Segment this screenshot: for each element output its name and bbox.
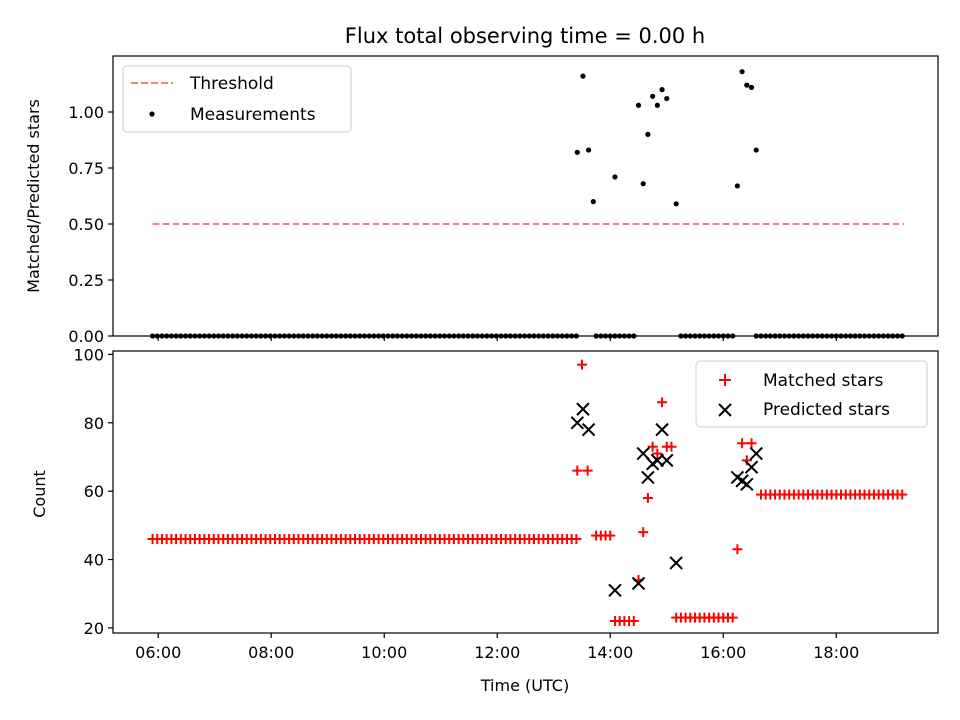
measurement-point bbox=[590, 199, 596, 205]
bottom-y-axis-label: Count bbox=[30, 470, 49, 518]
measurement-point bbox=[612, 174, 618, 180]
predicted-star-point bbox=[650, 453, 665, 468]
measurement-point bbox=[574, 149, 580, 155]
legend-predicted-swatch bbox=[718, 403, 732, 417]
measurement-point bbox=[654, 102, 660, 108]
top-y-tick-label: 1.00 bbox=[68, 103, 104, 122]
x-tick-label: 08:00 bbox=[248, 643, 294, 662]
bottom-axes-frame bbox=[112, 350, 939, 634]
matched-star-point bbox=[582, 465, 593, 476]
predicted-star-point bbox=[740, 477, 754, 492]
x-tick-label: 06:00 bbox=[135, 643, 181, 662]
matched-star-point bbox=[657, 397, 668, 408]
bottom-legend: Matched stars Predicted stars bbox=[695, 360, 928, 428]
predicted-star-point bbox=[581, 422, 596, 437]
x-tick-label: 10:00 bbox=[361, 643, 407, 662]
x-axis-label: Time (UTC) bbox=[480, 676, 569, 695]
predicted-star-point bbox=[655, 422, 669, 437]
legend-matched-label: Matched stars bbox=[763, 371, 883, 391]
measurement-point bbox=[748, 84, 755, 90]
bottom-y-axis: 20 40 60 80 100 bbox=[73, 345, 113, 638]
matched-star-point bbox=[727, 612, 738, 623]
matched-star-point bbox=[638, 527, 649, 538]
matched-star-point bbox=[732, 544, 743, 555]
legend-measurements-swatch bbox=[149, 111, 155, 117]
matched-star-point bbox=[746, 438, 757, 449]
top-y-axis: 0.00 0.25 0.50 0.75 1.00 bbox=[68, 103, 113, 346]
chart-title: Flux total observing time = 0.00 h bbox=[345, 24, 705, 48]
predicted-star-point bbox=[744, 460, 759, 474]
x-tick-label: 12:00 bbox=[474, 643, 520, 662]
bottom-plot-area bbox=[147, 359, 908, 627]
x-tick-label: 14:00 bbox=[587, 643, 633, 662]
matched-star-point bbox=[666, 441, 677, 452]
predicted-star-point bbox=[570, 416, 585, 430]
bottom-y-tick-label: 100 bbox=[73, 345, 104, 364]
top-legend-frame bbox=[122, 65, 352, 133]
predicted-star-point bbox=[749, 446, 763, 461]
bottom-panel: 06:00 08:00 10:00 12:00 14:00 16:00 18:00 20 40… bbox=[30, 345, 939, 695]
bottom-y-tick-label: 60 bbox=[84, 482, 104, 501]
top-y-tick-label: 0.50 bbox=[68, 215, 104, 234]
predicted-star-point bbox=[631, 576, 646, 591]
matched-star-point bbox=[571, 534, 582, 544]
bottom-x-axis: 06:00 08:00 10:00 12:00 14:00 16:00 18:00 bbox=[135, 633, 859, 662]
predicted-star-point bbox=[576, 402, 590, 416]
measurement-point bbox=[635, 102, 642, 108]
matched-star-point bbox=[572, 465, 583, 476]
matched-star-point bbox=[652, 448, 663, 459]
matched-star-point bbox=[605, 530, 616, 541]
x-tick-label: 16:00 bbox=[700, 643, 746, 662]
bottom-y-tick-label: 80 bbox=[84, 414, 104, 433]
top-y-tick-label: 0.00 bbox=[68, 327, 104, 346]
measurement-point bbox=[753, 147, 759, 153]
top-y-axis-label: Matched/Predicted stars bbox=[24, 99, 43, 293]
bottom-y-tick-label: 20 bbox=[84, 619, 104, 638]
measurement-point bbox=[580, 73, 586, 79]
legend-measurements-label: Measurements bbox=[190, 105, 316, 125]
measurement-point bbox=[673, 201, 679, 207]
predicted-star-point bbox=[669, 556, 683, 570]
measurement-point bbox=[645, 131, 651, 137]
top-axes-frame bbox=[112, 55, 939, 337]
matched-star-point bbox=[897, 489, 908, 500]
top-y-tick-label: 0.25 bbox=[68, 271, 104, 290]
matched-star-point bbox=[647, 441, 658, 452]
predicted-star-point bbox=[660, 453, 674, 468]
measurement-point bbox=[659, 87, 665, 93]
measurement-point bbox=[744, 82, 750, 88]
legend-threshold-label: Threshold bbox=[189, 74, 274, 94]
measurement-point bbox=[664, 95, 670, 102]
measurement-point bbox=[650, 93, 656, 99]
matched-star-point bbox=[628, 616, 639, 627]
measurement-point bbox=[734, 183, 741, 189]
predicted-star-point bbox=[641, 470, 655, 485]
bottom-legend-frame bbox=[695, 360, 928, 428]
legend-matched-swatch bbox=[719, 374, 731, 386]
measurement-point bbox=[640, 181, 646, 187]
matched-star-point bbox=[577, 359, 588, 370]
bottom-y-tick-label: 40 bbox=[84, 551, 104, 570]
legend-predicted-label: Predicted stars bbox=[763, 400, 890, 420]
top-x-axis bbox=[157, 336, 837, 341]
predicted-star-point bbox=[608, 583, 622, 597]
matched-star-point bbox=[642, 492, 653, 503]
top-y-tick-label: 0.75 bbox=[68, 159, 104, 178]
matched-star-point bbox=[737, 438, 748, 449]
top-panel: 0.00 0.25 0.50 0.75 1.00 Flux total observin… bbox=[24, 24, 939, 346]
measurement-point bbox=[739, 69, 745, 75]
top-legend: Threshold Measurements bbox=[122, 65, 352, 133]
measurement-point bbox=[585, 147, 592, 153]
x-tick-label: 18:00 bbox=[813, 643, 859, 662]
